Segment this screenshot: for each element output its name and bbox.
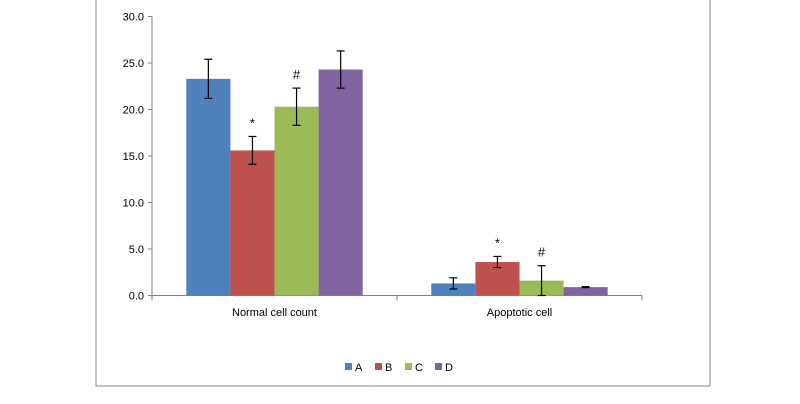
bar-B <box>230 150 275 296</box>
legend-swatch-C <box>405 363 412 370</box>
legend-swatch-A <box>345 363 352 370</box>
y-tick-label: 10.0 <box>123 198 144 210</box>
significance-mark: * <box>250 115 255 130</box>
x-tick-label: Apoptotic cell <box>487 307 552 319</box>
bar-A <box>186 78 231 296</box>
legend: A B C D <box>345 362 453 374</box>
legend-label-A: A <box>355 362 363 374</box>
plot-area: 0.0 5.0 10.0 15.0 20.0 25.0 30.0 * # Normal cell … <box>123 12 643 319</box>
y-tick-label: 30.0 <box>123 12 144 24</box>
legend-label-D: D <box>445 362 453 374</box>
y-tick-label: 0.0 <box>129 291 144 303</box>
legend-swatch-B <box>375 363 382 370</box>
y-tick-label: 25.0 <box>123 58 144 70</box>
significance-mark: * <box>495 235 500 250</box>
legend-swatch-D <box>435 363 442 370</box>
y-tick-label: 20.0 <box>123 105 144 117</box>
legend-label-C: C <box>415 362 423 374</box>
y-tick-label: 15.0 <box>123 151 144 163</box>
bar-D <box>318 69 363 296</box>
x-tick-label: Normal cell count <box>232 307 317 319</box>
significance-mark: # <box>538 245 546 260</box>
significance-mark: # <box>293 67 301 82</box>
bar-C <box>274 106 319 296</box>
legend-label-B: B <box>385 362 392 374</box>
y-tick-label: 5.0 <box>129 244 144 256</box>
bar-D <box>563 287 608 296</box>
